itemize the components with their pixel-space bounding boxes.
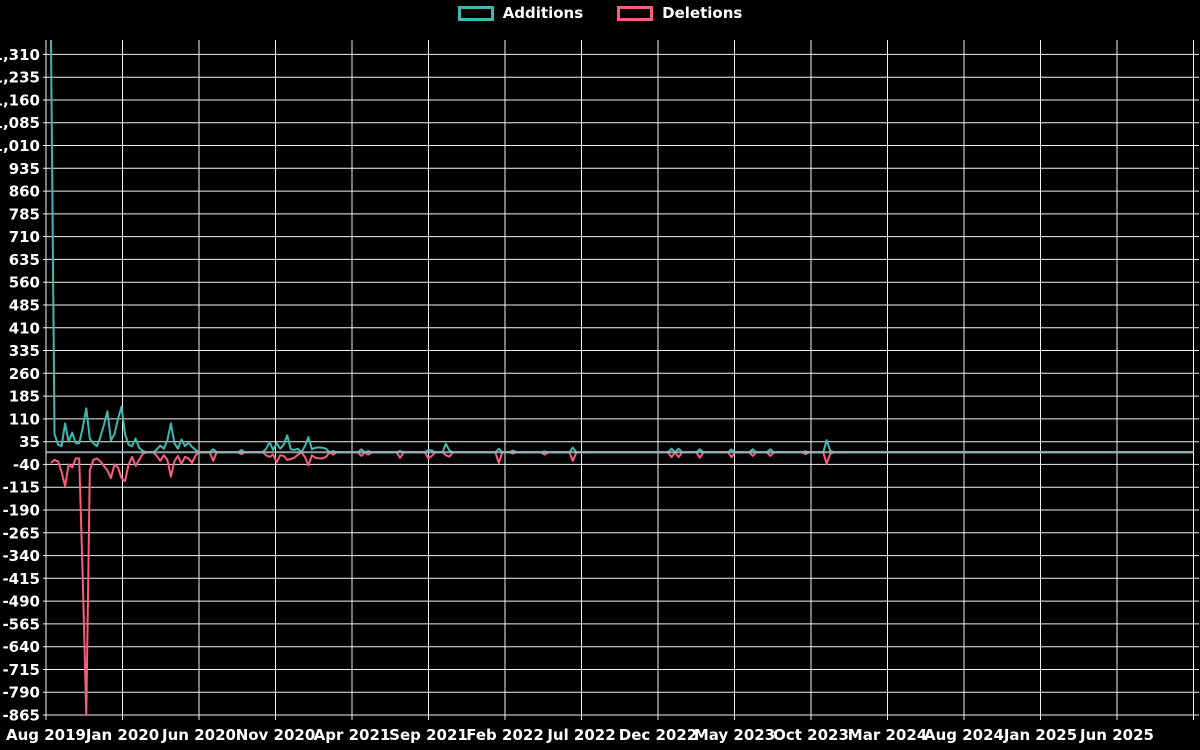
y-tick-label: -340 (2, 547, 40, 565)
y-tick-label: 1,310 (0, 46, 40, 64)
additions-line (50, 40, 1194, 454)
y-tick-label: -40 (13, 456, 40, 474)
y-tick-label: -790 (2, 684, 40, 702)
y-tick-label: -115 (2, 479, 40, 497)
x-tick-label: Aug 2019 (6, 726, 86, 744)
y-tick-label: 785 (9, 205, 40, 223)
y-tick-label: 1,010 (0, 137, 40, 155)
y-tick-label: 410 (9, 319, 40, 337)
additions-swatch-icon (457, 6, 494, 21)
x-tick-label: Sep 2021 (389, 726, 468, 744)
y-tick-label: 485 (9, 297, 40, 315)
x-tick-label: Jan 2025 (1003, 726, 1077, 744)
x-tick-label: Apr 2021 (314, 726, 391, 744)
y-tick-label: -565 (2, 615, 40, 633)
y-tick-label: 1,160 (0, 92, 40, 110)
y-tick-label: -190 (2, 502, 40, 520)
y-tick-label: 860 (9, 183, 40, 201)
y-tick-label: -865 (2, 707, 40, 725)
y-tick-label: 560 (9, 274, 40, 292)
x-tick-label: Jul 2022 (546, 726, 615, 744)
deletions-line (50, 451, 1194, 716)
y-tick-label: -490 (2, 593, 40, 611)
x-tick-label: Jun 2020 (161, 726, 236, 744)
x-tick-label: Dec 2022 (619, 726, 698, 744)
legend-label-deletions: Deletions (662, 4, 743, 22)
y-tick-label: 635 (9, 251, 40, 269)
y-tick-label: 710 (9, 228, 40, 246)
y-tick-label: 935 (9, 160, 40, 178)
legend-label-additions: Additions (502, 4, 584, 22)
chart-legend: Additions Deletions (0, 6, 1200, 21)
x-tick-label: Mar 2024 (848, 726, 927, 744)
y-tick-label: -640 (2, 638, 40, 656)
y-tick-label: 1,235 (0, 69, 40, 87)
x-tick-label: Feb 2022 (466, 726, 544, 744)
x-tick-label: Aug 2024 (924, 726, 1004, 744)
y-tick-label: -715 (2, 661, 40, 679)
y-tick-label: 185 (9, 388, 40, 406)
legend-item-deletions[interactable]: Deletions (617, 6, 742, 21)
x-tick-label: Jun 2025 (1079, 726, 1154, 744)
x-tick-label: Oct 2023 (773, 726, 849, 744)
deletions-swatch-icon (617, 6, 654, 21)
x-tick-label: Jan 2020 (85, 726, 159, 744)
y-tick-label: 260 (9, 365, 40, 383)
y-tick-label: 35 (19, 433, 40, 451)
legend-item-additions[interactable]: Additions (457, 4, 584, 22)
y-tick-label: -265 (2, 524, 40, 542)
y-tick-label: 110 (9, 410, 40, 428)
x-tick-label: May 2023 (694, 726, 775, 744)
x-tick-label: Nov 2020 (236, 726, 316, 744)
y-tick-label: -415 (2, 570, 40, 588)
y-tick-label: 1,085 (0, 114, 40, 132)
y-tick-label: 335 (9, 342, 40, 360)
